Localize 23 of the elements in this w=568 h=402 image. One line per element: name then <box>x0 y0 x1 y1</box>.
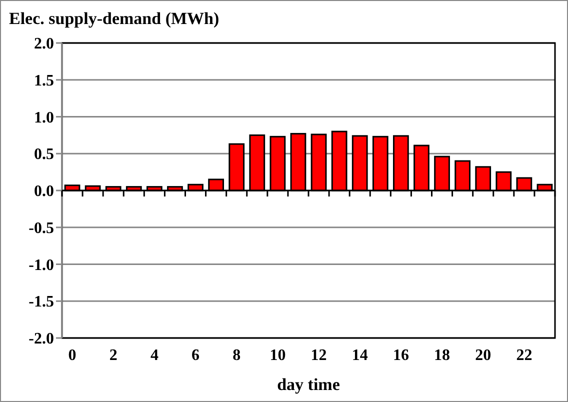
y-tick-label: 1.0 <box>34 109 54 126</box>
y-tick-label: -2.0 <box>28 330 54 348</box>
x-tick-label: 4 <box>150 347 158 364</box>
y-tick-label: 0.5 <box>34 146 54 164</box>
x-tick-label: 2 <box>109 347 118 364</box>
x-tick-label: 6 <box>192 347 200 364</box>
x-tick-label: 18 <box>434 347 450 364</box>
y-tick-label: -1.5 <box>28 294 54 311</box>
y-tick-label: 0.0 <box>34 183 54 200</box>
x-tick-label: 16 <box>392 347 409 364</box>
y-tick-label: -1.0 <box>28 256 54 274</box>
x-tick-label: 22 <box>516 347 532 364</box>
x-axis-title: day time <box>277 375 340 394</box>
x-tick-label: 20 <box>475 347 492 364</box>
x-tick-label: 8 <box>232 347 241 364</box>
x-tick-label: 12 <box>310 347 327 364</box>
x-tick-label: 10 <box>270 347 286 364</box>
y-tick-label: -0.5 <box>28 220 54 237</box>
x-tick-label: 14 <box>352 347 368 364</box>
y-tick-label: 2.0 <box>34 36 54 53</box>
chart-title: Elec. supply-demand (MWh) <box>9 9 220 28</box>
y-tick-label: 1.5 <box>34 72 54 90</box>
x-tick-label: 0 <box>68 347 76 364</box>
